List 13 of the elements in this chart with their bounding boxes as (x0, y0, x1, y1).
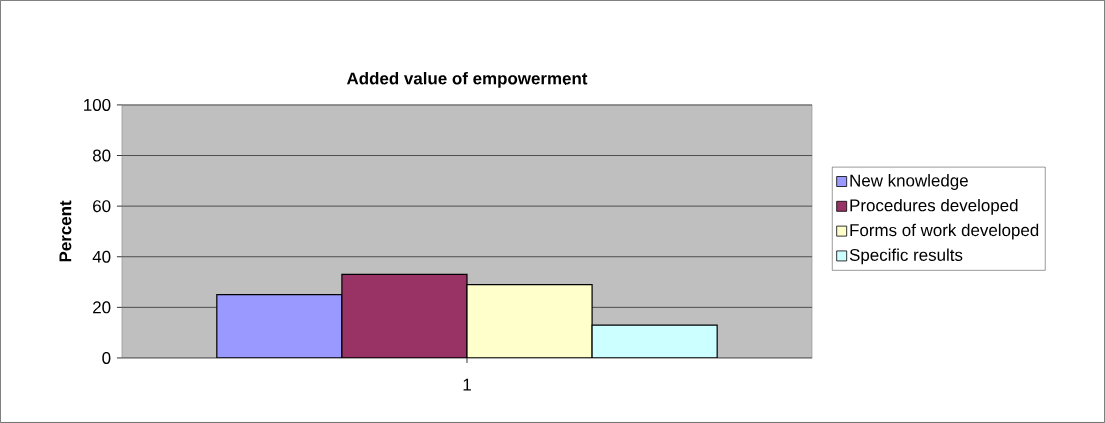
chart-title: Added value of empowerment (346, 72, 588, 88)
y-tick-label: 40 (92, 250, 111, 263)
legend-label: Forms of work developed (850, 223, 1039, 240)
y-tick-label: 20 (93, 301, 111, 314)
y-tick-label: 80 (92, 149, 111, 162)
legend-label: Specific results (849, 248, 963, 265)
y-tick-label: 100 (84, 98, 111, 111)
legend-label: Procedures developed (850, 198, 1018, 215)
legend-label: New knowledge (850, 174, 968, 190)
y-tick-label: 0 (102, 352, 111, 365)
x-tick-label: 1 (463, 378, 471, 391)
y-axis-title: Percent (59, 200, 72, 262)
y-tick-label: 60 (93, 200, 111, 213)
